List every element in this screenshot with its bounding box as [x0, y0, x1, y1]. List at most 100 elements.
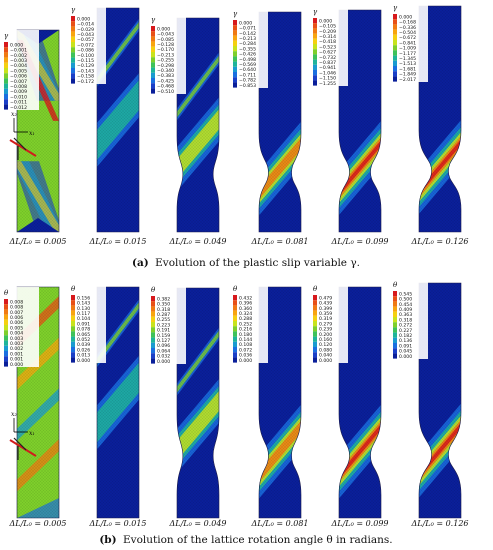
legend-symbol: γ: [233, 10, 238, 18]
legend-symbol: γ: [313, 8, 318, 16]
legend-swatch: [313, 310, 317, 316]
legend-swatch: [313, 80, 317, 86]
legend-swatch: [4, 325, 8, 331]
legend-swatch: [151, 337, 155, 343]
legend-value: −1.009: [399, 46, 416, 52]
legend-value: 0.319: [319, 316, 332, 322]
legend-swatch: [393, 66, 397, 72]
legend-value: 0.052: [77, 337, 90, 343]
legend-swatch: [393, 60, 397, 66]
legend-value: 0.160: [319, 337, 332, 343]
legend-swatch: [71, 336, 75, 342]
legend-value: 0.545: [399, 291, 412, 297]
legend-value: −0.426: [239, 52, 256, 58]
legend-swatch: [313, 321, 317, 327]
legend-value: 0.091: [77, 321, 90, 327]
legend-swatch: [71, 352, 75, 358]
legend-value: 0.006: [10, 315, 23, 321]
legend-swatch: [151, 36, 155, 42]
legend-value: 0.096: [157, 343, 170, 349]
legend-symbol: θ: [151, 286, 156, 294]
legend-value: 0.007: [10, 310, 23, 316]
legend-symbol: θ: [4, 289, 9, 297]
legend: θ0.0080.0080.0070.0060.0060.0050.0040.00…: [3, 287, 39, 368]
legend-value: −0.841: [399, 40, 416, 46]
legend-value: 0.350: [157, 302, 170, 308]
legend-value: 0.002: [10, 346, 23, 352]
legend-swatch: [313, 44, 317, 50]
legend-swatch: [71, 47, 75, 53]
legend-swatch: [71, 305, 75, 311]
legend-value: −0.383: [157, 73, 174, 79]
legend-value: 0.000: [10, 42, 23, 48]
legend-value: 0.000: [239, 20, 252, 26]
legend: θ0.3820.3500.3180.2870.2550.2230.1910.15…: [150, 284, 186, 365]
contour-panel: γ0.000−0.001−0.002−0.003−0.004−0.005−0.0…: [3, 29, 67, 246]
legend-value: −0.314: [319, 34, 336, 40]
axis-triad: x₁ x₂: [9, 411, 37, 460]
legend-swatch: [313, 295, 317, 301]
panel-label: ΔL/L₀ = 0.081: [251, 519, 309, 528]
legend-value: 0.003: [10, 336, 23, 342]
legend-value: −0.001: [10, 48, 27, 54]
legend-value: −1.046: [319, 70, 336, 76]
legend-value: −0.072: [77, 42, 94, 48]
legend: θ0.4790.4390.3990.3590.3190.2790.2390.20…: [312, 283, 348, 364]
legend-swatch: [313, 54, 317, 60]
legend-swatch: [4, 104, 8, 110]
legend-swatch: [71, 295, 75, 301]
legend-swatch: [393, 353, 397, 359]
panel-label: ΔL/L₀ = 0.049: [169, 237, 227, 246]
legend-swatch: [71, 62, 75, 68]
legend-swatch: [71, 300, 75, 306]
legend-swatch: [393, 24, 397, 30]
legend-value: 0.409: [399, 307, 412, 313]
legend-swatch: [151, 316, 155, 322]
legend-value: 0.127: [157, 338, 170, 344]
legend-swatch: [71, 326, 75, 332]
legend-value: −0.105: [319, 24, 336, 30]
legend-swatch: [151, 353, 155, 359]
legend-value: 0.479: [319, 295, 332, 301]
legend-swatch: [151, 62, 155, 68]
legend-value: −0.340: [157, 68, 174, 74]
legend-swatch: [71, 357, 75, 363]
legend-swatch: [393, 29, 397, 35]
legend-value: −0.014: [77, 22, 94, 28]
legend-value: −2.017: [399, 77, 416, 83]
specimen-outline: [176, 17, 220, 233]
legend-value: −1.150: [319, 76, 336, 82]
legend-value: −0.213: [239, 36, 256, 42]
specimen-outline: [96, 286, 140, 519]
legend-swatch: [313, 315, 317, 321]
legend: θ0.1560.1430.1300.1170.1040.0910.0780.06…: [70, 283, 106, 364]
legend-value: 0.032: [157, 354, 170, 360]
legend-swatch: [151, 26, 155, 32]
legend-value: −0.003: [10, 58, 27, 64]
legend-value: 0.000: [319, 358, 332, 364]
legend-value: 0.008: [10, 305, 23, 311]
specimen-outline: [16, 29, 60, 233]
legend-symbol: θ: [393, 281, 398, 289]
legend-value: 0.000: [10, 362, 23, 368]
legend-swatch: [71, 341, 75, 347]
specimen-field: [259, 287, 301, 518]
legend-value: −0.057: [77, 37, 94, 43]
legend-swatch: [151, 52, 155, 58]
legend-value: −0.782: [239, 78, 256, 84]
legend-value: −0.941: [319, 65, 336, 71]
legend-value: 0.000: [77, 16, 90, 22]
legend-value: −0.071: [239, 26, 256, 32]
legend-value: 0.324: [239, 311, 252, 317]
contour-panel: θ0.5450.5000.4540.4090.3630.3180.2720.22…: [392, 279, 469, 528]
legend-value: −0.086: [77, 48, 94, 54]
legend-swatch: [71, 310, 75, 316]
row-b-panels: θ0.0080.0080.0070.0060.0060.0050.0040.00…: [3, 279, 469, 528]
legend-value: 0.318: [157, 307, 170, 313]
legend-value: −0.504: [399, 30, 416, 36]
legend-value: −0.209: [319, 29, 336, 35]
contour-panel: θ0.3820.3500.3180.2870.2550.2230.1910.15…: [150, 284, 227, 528]
legend-swatch: [151, 41, 155, 47]
legend-swatch: [313, 23, 317, 29]
legend-value: −0.213: [157, 52, 174, 58]
